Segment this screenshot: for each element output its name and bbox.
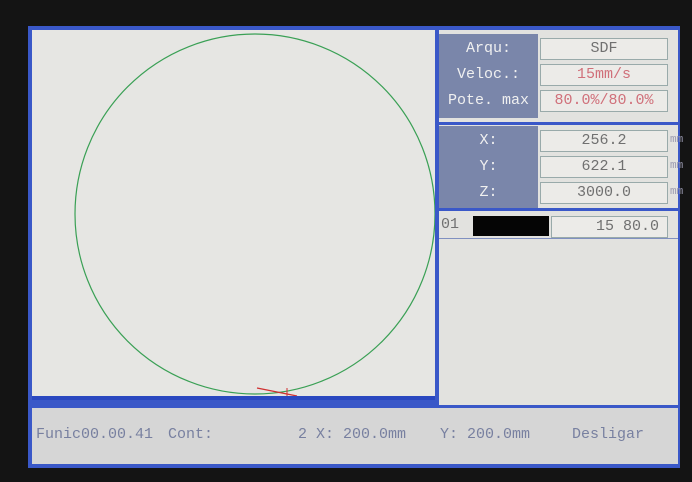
preview-area bbox=[32, 30, 435, 400]
status-count: 2 bbox=[298, 426, 307, 443]
page: Arqu: SDF Veloc.: 15mm/s Pote. max 80.0%… bbox=[0, 0, 692, 482]
head-marker bbox=[257, 388, 297, 396]
info-panel: Arqu: SDF Veloc.: 15mm/s Pote. max 80.0%… bbox=[439, 30, 678, 405]
status-bar: Funic00.00.41 Cont: 2 X: 200.0mm Y: 200.… bbox=[32, 408, 678, 464]
param-label: Pote. max bbox=[439, 90, 538, 112]
preview-canvas bbox=[32, 30, 435, 400]
cut-path bbox=[75, 34, 435, 394]
layer-color[interactable] bbox=[473, 216, 549, 236]
param-value: 80.0%/80.0% bbox=[540, 90, 668, 112]
param-value: SDF bbox=[540, 38, 668, 60]
scroll-bar bbox=[32, 396, 435, 400]
status-action[interactable]: Desligar bbox=[572, 426, 644, 443]
coord-value: 622.1 bbox=[540, 156, 668, 178]
coord-unit: mm bbox=[670, 154, 683, 178]
divider bbox=[439, 208, 678, 211]
coord-unit: mm bbox=[670, 180, 683, 204]
param-label: Veloc.: bbox=[439, 64, 538, 86]
layer-values[interactable]: 15 80.0 bbox=[551, 216, 668, 238]
divider bbox=[439, 238, 678, 239]
coord-value: 256.2 bbox=[540, 130, 668, 152]
coord-label: X: bbox=[439, 130, 538, 152]
divider bbox=[439, 122, 678, 125]
status-x: X: 200.0mm bbox=[316, 426, 406, 443]
layer-id: 01 bbox=[441, 216, 459, 233]
coord-unit: mm bbox=[670, 128, 683, 152]
param-label: Arqu: bbox=[439, 38, 538, 60]
status-y: Y: 200.0mm bbox=[440, 426, 530, 443]
coord-label: Y: bbox=[439, 156, 538, 178]
status-time: Funic00.00.41 bbox=[36, 426, 153, 443]
coord-value: 3000.0 bbox=[540, 182, 668, 204]
status-count-label: Cont: bbox=[168, 426, 213, 443]
param-value: 15mm/s bbox=[540, 64, 668, 86]
coord-label: Z: bbox=[439, 182, 538, 204]
